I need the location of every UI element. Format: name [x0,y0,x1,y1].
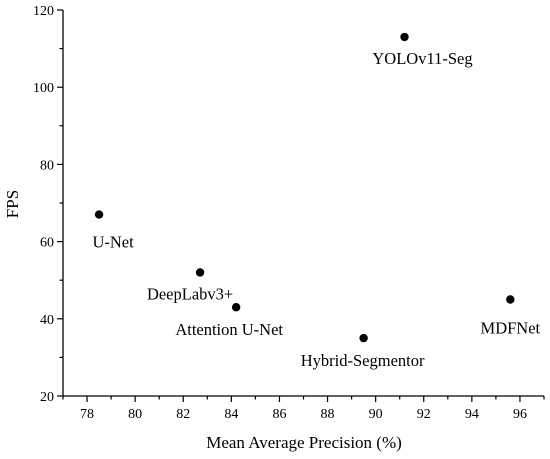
y-tick-label: 20 [40,390,54,405]
data-point [94,210,104,219]
x-axis-title: Mean Average Precision (%) [206,433,402,452]
data-point [231,303,241,312]
x-tick-label: 90 [369,407,383,422]
x-tick-label: 84 [224,407,238,422]
y-tick-label: 60 [40,236,54,251]
point-label: MDFNet [481,319,541,338]
x-tick-label: 94 [465,407,479,422]
y-tick-label: 40 [40,313,54,328]
x-tick-label: 82 [176,407,190,422]
data-points: U-Net DeepLabv3+ Attention U-Net YOLOv11-Se… [92,32,541,370]
y-axis-title: FPS [3,190,22,218]
x-tick-label: 80 [128,407,142,422]
x-tick-label: 86 [272,407,286,422]
point-label: DeepLabv3+ [147,284,233,303]
data-point [400,32,409,42]
point-label: U-Net [92,233,134,252]
x-tick-label: 88 [321,407,335,422]
x-tick-label: 92 [417,407,431,422]
data-point [506,295,515,304]
y-tick-label: 80 [40,158,54,173]
x-tick-label: 78 [80,407,94,422]
y-tick-label: 120 [33,4,54,19]
y-tick-label: 100 [33,81,54,96]
data-point [359,333,368,343]
point-label: Hybrid-Segmentor [301,351,425,370]
point-label: Attention U-Net [175,320,283,339]
data-point [195,268,205,277]
x-tick-label: 96 [513,407,527,422]
x-axis-ticks: 78 80 82 84 86 88 90 92 94 96 [62,396,545,422]
y-axis-ticks: 20 40 60 80 100 120 [33,4,63,405]
point-label: YOLOv11-Seg [372,49,472,68]
